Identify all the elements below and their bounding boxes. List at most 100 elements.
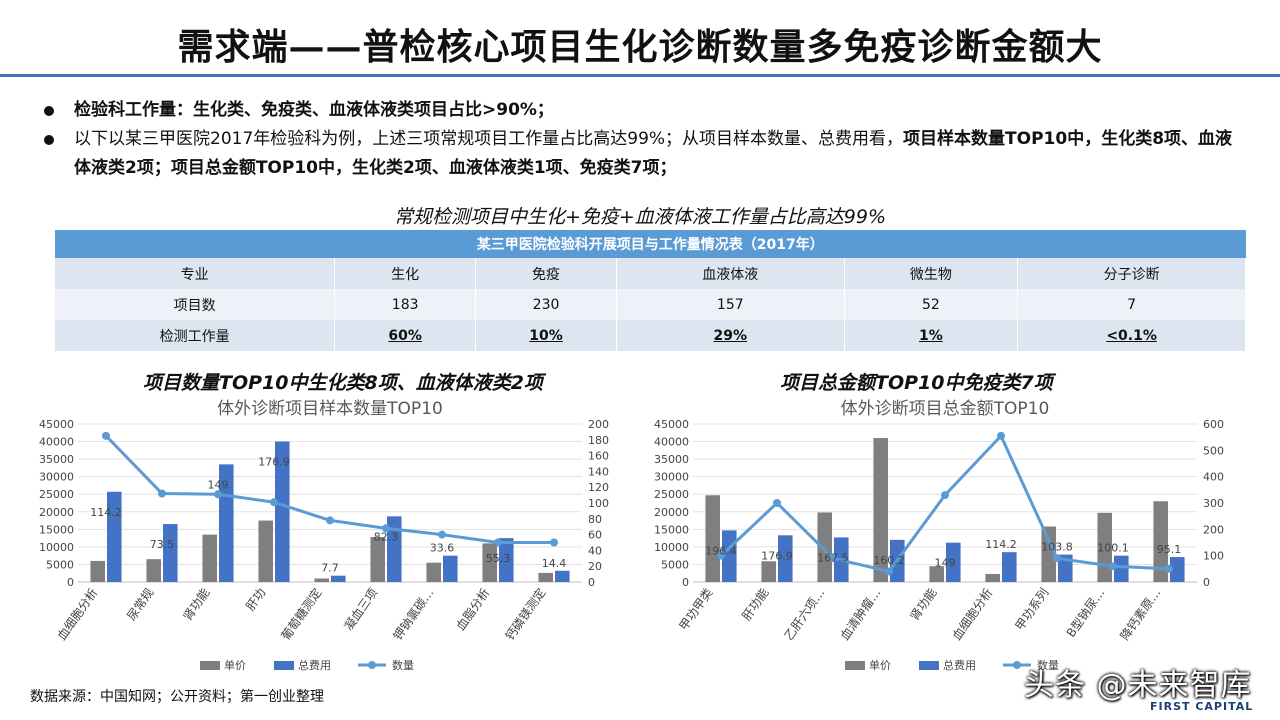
x-tick-label: 血清肿瘤… (837, 585, 884, 643)
data-label: 149 (208, 478, 229, 491)
bullet-2-text: 以下以某三甲医院2017年检验科为例，上述三项常规项目工作量占比高达99%；从项… (74, 129, 904, 149)
x-tick-label: 凝血三项 (341, 585, 381, 633)
bullet-2-bold: 项目样本数量TOP10中，生化类8项、血液体液类2项；项目总金额TOP10中，生… (74, 129, 1233, 178)
count-point (382, 524, 390, 533)
data-label: 160.2 (873, 554, 905, 567)
table-cell: 10% (475, 320, 617, 351)
table-cell: 52 (844, 289, 1019, 320)
chart-title: 体外诊断项目总金额TOP10 (841, 399, 1050, 419)
bar-price (146, 559, 161, 582)
x-tick-label: 肾功能 (907, 586, 939, 624)
y-right-tick-label: 180 (588, 434, 609, 447)
bar-price (1041, 526, 1056, 582)
bar-total (946, 542, 961, 582)
x-tick-label: 尿常规 (124, 585, 157, 623)
table-cell: 分子诊断 (1017, 258, 1246, 289)
y-left-tick-label: 10000 (39, 541, 74, 554)
count-point (1165, 564, 1173, 573)
legend-label: 单价 (869, 659, 891, 672)
x-tick-label: 钾钠氯碳… (390, 585, 437, 643)
x-tick-label: 血细胞分析 (950, 586, 996, 643)
legend-marker-count (1013, 661, 1021, 669)
legend-swatch-total (919, 661, 939, 670)
bar-total (443, 555, 458, 582)
bar-price (370, 537, 385, 582)
y-right-tick-label: 120 (588, 481, 609, 494)
x-tick-label: 降钙素原… (1118, 586, 1164, 643)
y-left-tick-label: 15000 (654, 523, 689, 536)
bar-total (107, 491, 122, 582)
x-tick-label: 血脂分析 (453, 585, 493, 633)
y-right-tick-label: 100 (1203, 550, 1224, 563)
data-label: 14.4 (542, 557, 567, 570)
y-right-tick-label: 160 (588, 450, 609, 463)
bar-price (1153, 501, 1168, 582)
title-rule (0, 74, 1280, 77)
count-point (438, 530, 446, 539)
y-left-tick-label: 5000 (661, 558, 689, 571)
count-point (550, 538, 558, 547)
data-label: 33.6 (430, 542, 455, 555)
bar-price (90, 560, 105, 582)
legend-label: 数量 (1037, 659, 1059, 672)
y-right-tick-label: 200 (1203, 523, 1224, 536)
x-tick-label: 肝功能 (739, 586, 771, 624)
table-cell: 检测工作量 (55, 320, 336, 351)
page-title: 需求端——普检核心项目生化诊断数量多免疫诊断金额大 (177, 26, 1103, 68)
y-left-tick-label: 30000 (654, 471, 689, 484)
x-tick-label: 甲功系列 (1012, 586, 1051, 633)
y-left-tick-label: 25000 (39, 488, 74, 501)
y-right-tick-label: 100 (588, 497, 609, 510)
bar-total (387, 516, 402, 582)
bar-price (985, 573, 1000, 582)
count-point (158, 489, 166, 498)
right-chart-heading: 项目总金额TOP10中免疫类7项 (780, 372, 1053, 394)
table-title: 某三甲医院检验科开展项目与工作量情况表（2017年） (55, 230, 1246, 258)
x-tick-label: 葡萄糖测定 (278, 585, 325, 643)
data-label: 149 (935, 557, 956, 570)
y-right-tick-label: 300 (1203, 497, 1224, 510)
y-left-tick-label: 20000 (39, 506, 74, 519)
bar-total (1114, 555, 1129, 582)
bullet-dot (44, 135, 54, 145)
data-label: 103.8 (1041, 541, 1073, 554)
data-label: 114.2 (985, 538, 1017, 551)
data-label: 176.9 (258, 456, 290, 469)
table-cell: 免疫 (475, 258, 617, 289)
bar-total (555, 570, 570, 582)
bullet-dot (44, 106, 54, 116)
legend-label: 数量 (392, 659, 414, 672)
table-cell: 29% (616, 320, 845, 351)
bullet-1: 检验科工作量：生化类、免疫类、血液体液类项目占比>90%； (40, 96, 1240, 125)
y-left-tick-label: 35000 (39, 453, 74, 466)
bar-price (482, 543, 497, 582)
legend-swatch-total (274, 661, 294, 670)
bar-price (761, 561, 776, 582)
data-label: 95.1 (1157, 543, 1182, 556)
x-tick-label: 甲功甲类 (676, 586, 715, 633)
bar-total (778, 535, 793, 582)
bar-total (331, 575, 346, 582)
bullet-list: 检验科工作量：生化类、免疫类、血液体液类项目占比>90%； 以下以某三甲医院20… (40, 96, 1240, 183)
data-label: 55.3 (486, 552, 511, 565)
count-point (885, 567, 893, 576)
table-cell: 60% (334, 320, 477, 351)
count-point (494, 538, 502, 547)
bar-price (929, 566, 944, 582)
table-cell: 7 (1017, 289, 1246, 320)
count-point (941, 491, 949, 500)
y-left-tick-label: 35000 (654, 453, 689, 466)
bar-price (705, 495, 720, 582)
table-row: 专业 生化 免疫 血液体液 微生物 分子诊断 (55, 258, 1246, 289)
bar-price (426, 562, 441, 582)
legend-swatch-price (845, 661, 865, 670)
legend-label: 总费用 (298, 658, 331, 672)
table-cell: 1% (844, 320, 1019, 351)
total-amount-chart: 体外诊断项目总金额TOP1005000100001500020000250003… (654, 399, 1224, 672)
bullet-1-bold: 检验科工作量：生化类、免疫类、血液体液类项目占比>90%； (74, 100, 554, 120)
y-left-tick-label: 45000 (39, 418, 74, 431)
count-point (773, 499, 781, 507)
bar-price (817, 512, 832, 582)
data-label: 196.4 (705, 544, 737, 557)
y-left-tick-label: 40000 (39, 436, 74, 449)
